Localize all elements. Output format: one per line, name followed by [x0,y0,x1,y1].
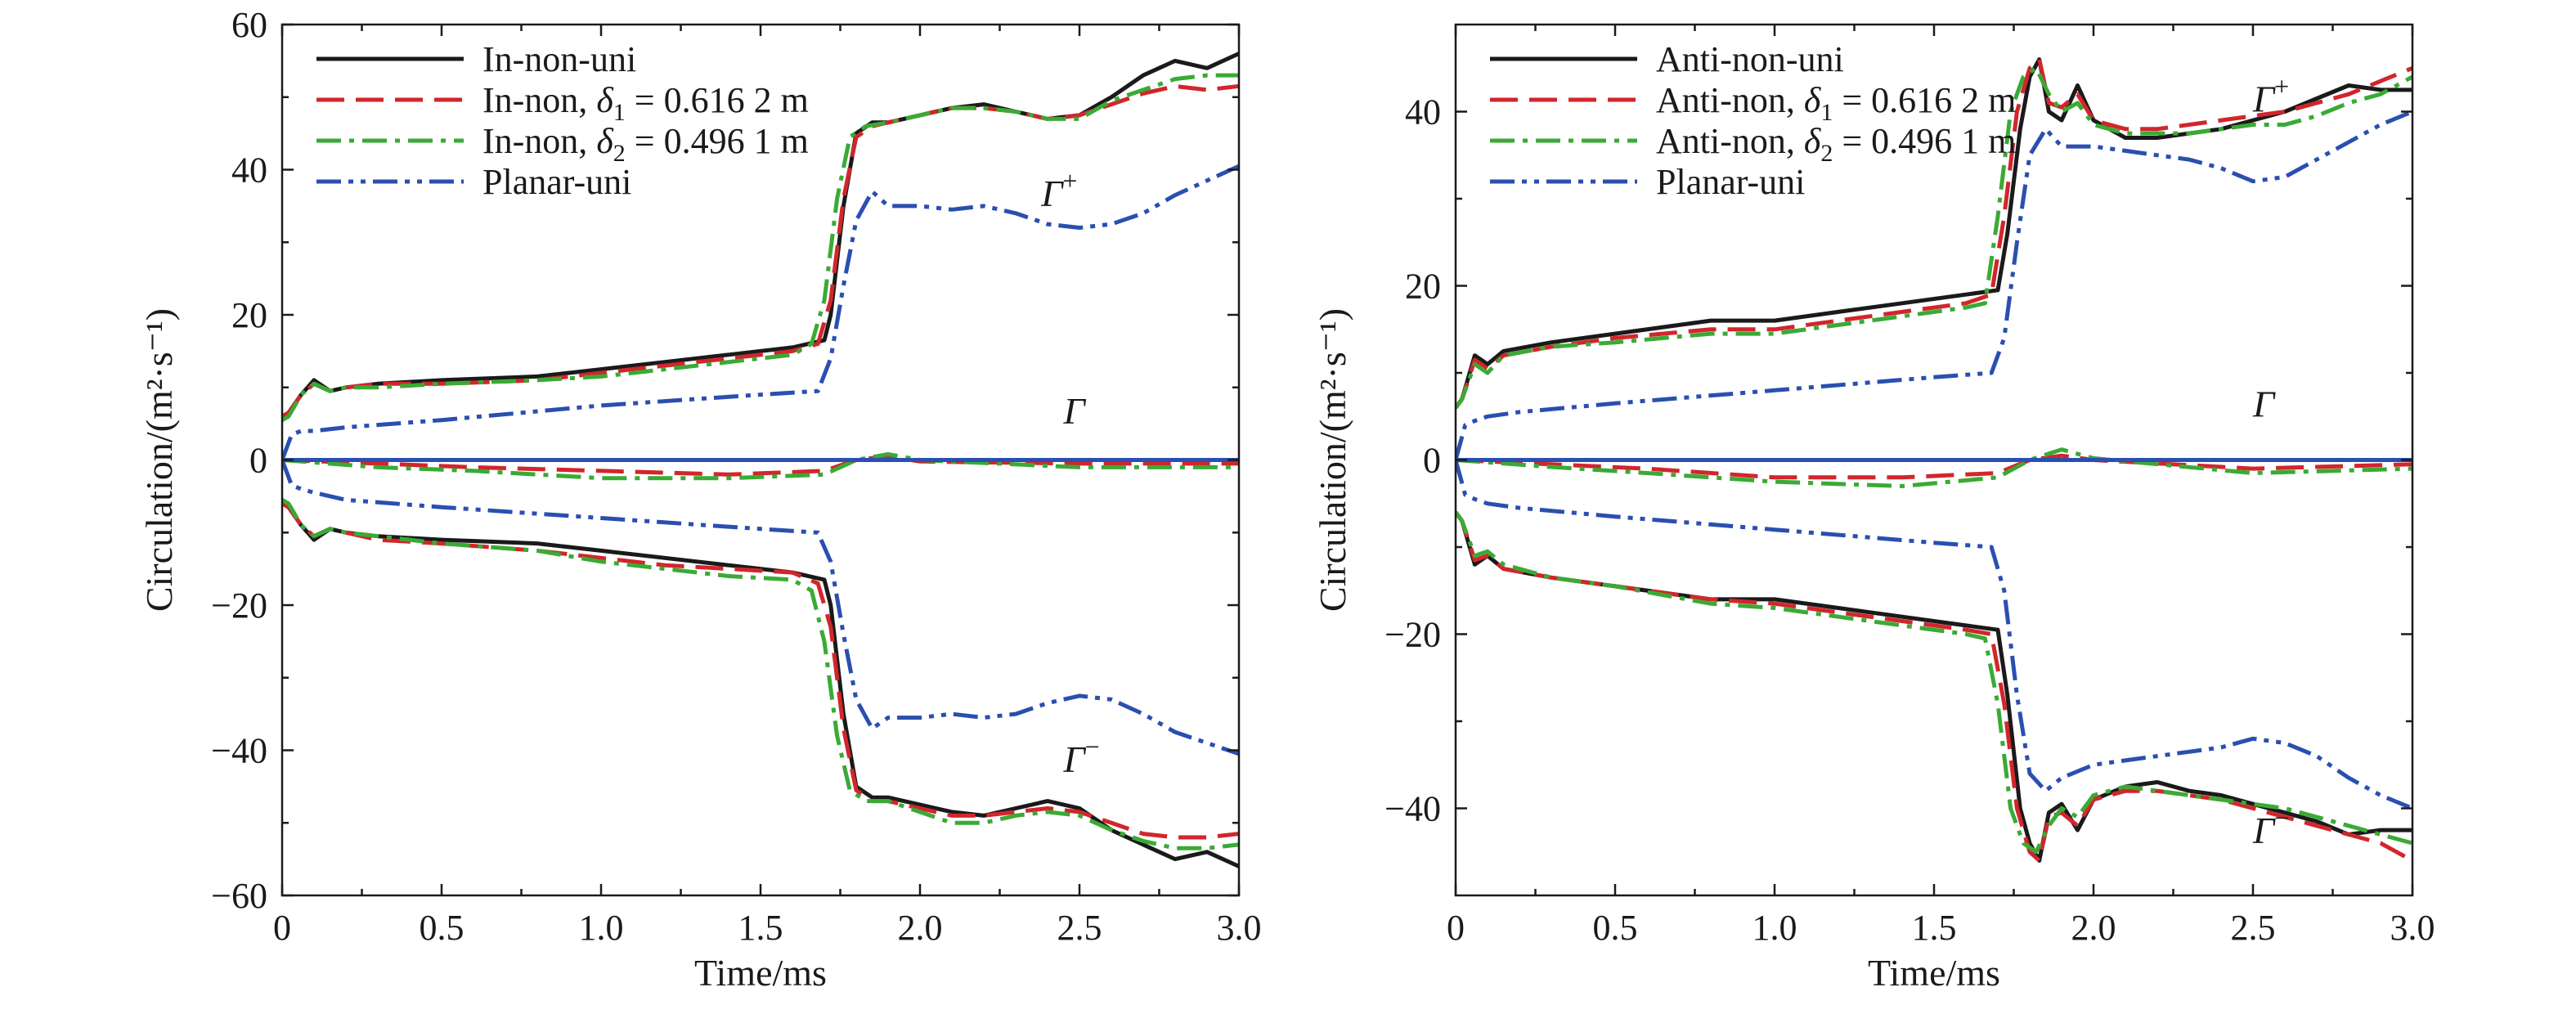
series-line-11 [282,498,1239,850]
series-line-2 [282,83,1239,419]
y-tick-label: 0 [1423,441,1441,481]
gamma-label: Γ− [2252,803,2289,851]
chart-panel-1: 0 0.5 1.0 1.5 2.0 2.5 3.0 60 40 20 0 −20 −40 −60 Time/… [138,5,1262,994]
series-line-11 [1456,510,2412,855]
series-line-4 [1456,110,2412,461]
x-tick-label: 3.0 [1217,908,1262,948]
x-tick-label: 1.0 [1752,908,1797,948]
legend-label: Anti-non-uni [1656,39,1844,79]
gamma-label: Γ [1063,390,1087,432]
series-line-7 [282,451,1239,481]
chart-panel-2: 0 0.5 1.0 1.5 2.0 2.5 3.0 40 20 0 −20 −40 Time/ms Cir… [1312,23,2435,994]
y-tick-label: −60 [211,876,267,916]
y-tick-label: 40 [231,150,267,191]
series-line-4 [282,164,1239,461]
y-tick-label: −20 [1384,615,1441,655]
series-group [282,52,1239,868]
legend-label: In-non-uni [482,39,636,79]
x-tick-label: 1.0 [579,908,624,948]
x-tick-label: 2.5 [2231,908,2276,948]
x-tick-label: 0.5 [420,908,464,948]
y-tick-label: −40 [211,731,267,771]
legend-label: Planar-uni [482,162,631,202]
legend-label: In-non, δ1 = 0.616 2 m [482,80,809,126]
y-tick-label: −40 [1384,789,1441,829]
gamma-label: Γ+ [2252,72,2289,120]
series-line-12 [282,459,1239,756]
x-tick-label: 2.0 [898,908,943,948]
gamma-label: Γ [2252,383,2276,424]
gamma-label: Γ− [1063,732,1100,780]
series-line-7 [1456,447,2412,488]
y-tick-label: 20 [1405,267,1441,307]
x-tick-label: 0.5 [1593,908,1638,948]
y-tick-label: 20 [231,295,267,335]
series-line-10 [282,501,1239,840]
x-tick-label: 3.0 [2390,908,2435,948]
legend-label: Anti-non, δ2 = 0.496 1 m [1656,121,2016,167]
x-tick-label: 0 [1447,908,1465,948]
y-axis-title: Circulation/(m²·s⁻¹) [1312,308,1353,612]
series-line-1 [1456,57,2412,410]
gamma-label: Γ+ [1040,166,1077,214]
y-tick-label: −20 [211,586,267,626]
x-tick-label: 2.0 [2071,908,2116,948]
series-line-3 [282,73,1239,422]
series-group [1456,57,2412,863]
series-line-2 [1456,57,2412,410]
y-axis-title: Circulation/(m²·s⁻¹) [138,308,180,612]
y-tick-label: 0 [249,441,267,481]
series-line-9 [282,501,1239,868]
x-tick-label: 0 [273,908,291,948]
series-line-12 [1456,459,2412,810]
x-tick-label: 1.5 [738,908,783,948]
series-line-3 [1456,65,2412,410]
series-line-10 [1456,510,2412,863]
x-tick-label: 2.5 [1057,908,1102,948]
legend-label: In-non, δ2 = 0.496 1 m [482,121,809,167]
x-tick-label: 1.5 [1912,908,1957,948]
series-line-9 [1456,510,2412,863]
x-axis-title: Time/ms [1868,952,2000,994]
y-tick-label: 60 [231,5,267,45]
legend-label: Anti-non, δ1 = 0.616 2 m [1656,80,2016,126]
x-axis-title: Time/ms [694,952,827,994]
legend-label: Planar-uni [1656,162,1805,202]
y-tick-label: 40 [1405,92,1441,132]
